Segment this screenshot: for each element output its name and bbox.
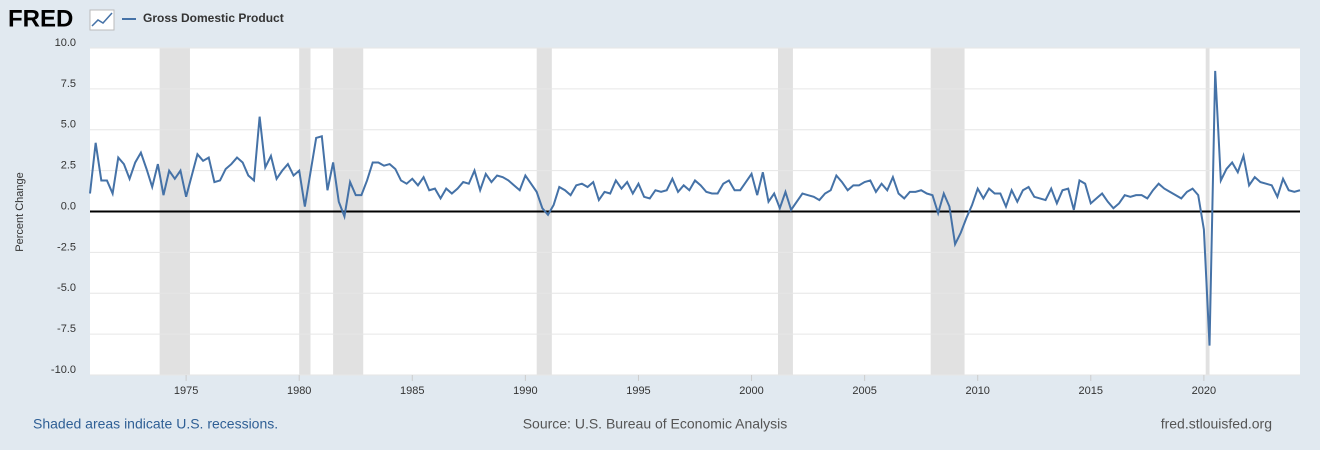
recession-note: Shaded areas indicate U.S. recessions. <box>33 416 278 432</box>
x-tick-label: 1985 <box>400 385 424 397</box>
y-tick-label: 10.0 <box>55 37 76 49</box>
y-tick-label: 2.5 <box>61 160 76 172</box>
legend-label: Gross Domestic Product <box>143 11 284 25</box>
y-tick-label: 7.5 <box>61 78 76 90</box>
x-tick-label: 1995 <box>626 385 650 397</box>
y-tick-label: -10.0 <box>51 364 76 376</box>
y-axis-label: Percent Change <box>14 172 26 252</box>
x-tick-label: 2015 <box>1079 385 1103 397</box>
series-line <box>89 70 1301 346</box>
x-tick-label: 2005 <box>852 385 876 397</box>
y-tick-label: -2.5 <box>57 241 76 253</box>
x-tick-label: 1990 <box>513 385 537 397</box>
y-tick-label: 5.0 <box>61 119 76 131</box>
site-url: fred.stlouisfed.org <box>1161 416 1272 432</box>
y-tick-label: 0.0 <box>61 200 76 212</box>
source-note: Source: U.S. Bureau of Economic Analysis <box>523 416 788 432</box>
x-tick-label: 2000 <box>739 385 763 397</box>
y-tick-label: -5.0 <box>57 282 76 294</box>
x-tick-label: 2020 <box>1192 385 1216 397</box>
logo-icon <box>89 9 115 31</box>
brand-logo: FRED <box>8 5 73 32</box>
x-tick-label: 2010 <box>965 385 989 397</box>
logo-icon-line <box>91 12 113 27</box>
y-tick-label: -7.5 <box>57 323 76 335</box>
x-tick-label: 1980 <box>287 385 311 397</box>
x-tick-label: 1975 <box>174 385 198 397</box>
